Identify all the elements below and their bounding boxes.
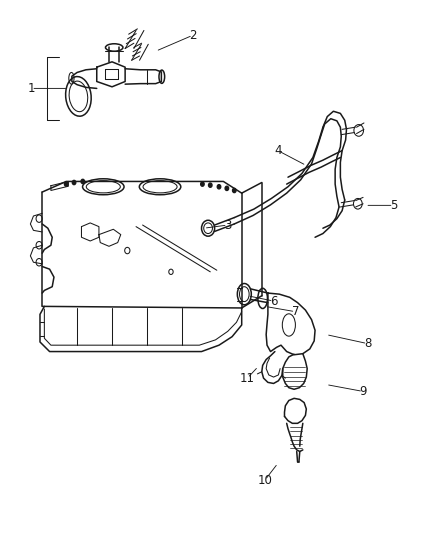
Text: 4: 4: [274, 144, 282, 157]
Circle shape: [201, 182, 204, 186]
Circle shape: [233, 188, 236, 192]
Circle shape: [225, 186, 229, 190]
Text: 2: 2: [189, 29, 197, 42]
Circle shape: [81, 179, 85, 183]
Text: 10: 10: [258, 474, 272, 487]
Text: 3: 3: [224, 219, 231, 231]
Circle shape: [64, 182, 68, 186]
Text: 6: 6: [270, 295, 277, 308]
Circle shape: [72, 180, 76, 184]
Circle shape: [217, 184, 221, 189]
Text: 7: 7: [292, 305, 299, 318]
Text: 5: 5: [390, 199, 397, 212]
Text: 11: 11: [240, 372, 255, 385]
Text: 8: 8: [364, 337, 371, 350]
Text: 9: 9: [359, 385, 367, 398]
Circle shape: [208, 183, 212, 187]
Text: 1: 1: [28, 82, 35, 95]
